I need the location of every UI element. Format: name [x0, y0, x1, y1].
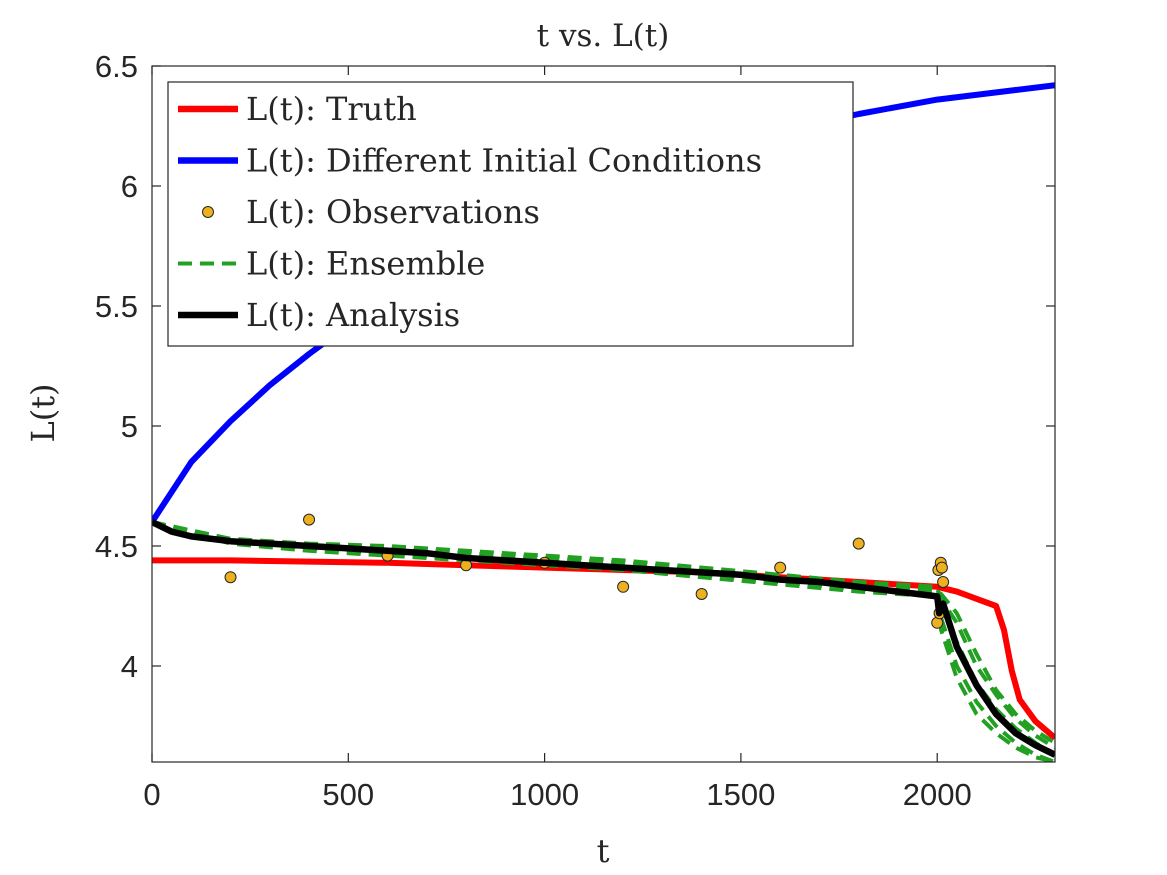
observation-point	[774, 561, 787, 574]
observation-point	[937, 576, 950, 588]
legend-label: L(t): Analysis	[246, 296, 460, 334]
y-tick-label: 5	[121, 409, 138, 444]
observation-point	[224, 571, 237, 584]
y-axis-label: L(t)	[24, 383, 62, 442]
chart-title: t vs. L(t)	[537, 18, 670, 54]
legend-label: L(t): Truth	[246, 90, 417, 128]
tick-labels: 0 500 1000 1500 2000 4 4.5 5 5.5 6 6.5	[95, 49, 972, 812]
observation-point	[695, 588, 708, 600]
legend: L(t): Truth L(t): Different Initial Condi…	[167, 81, 854, 347]
analysis-line	[152, 519, 1055, 758]
x-tick-label: 0	[143, 777, 160, 812]
ensemble-member-line	[152, 520, 1055, 757]
x-tick-label: 1500	[706, 777, 775, 812]
legend-marker	[202, 206, 214, 218]
legend-label: L(t): Different Initial Conditions	[246, 142, 762, 180]
y-tick-label: 4	[121, 649, 138, 684]
y-tick-label: 6.5	[95, 49, 138, 84]
legend-label: L(t): Ensemble	[246, 245, 485, 283]
observation-point	[852, 537, 865, 550]
x-tick-label: 2000	[903, 777, 972, 812]
legend-box	[167, 81, 854, 347]
y-tick-label: 4.5	[95, 529, 138, 564]
observation-point	[617, 580, 630, 593]
legend-label: L(t): Observations	[246, 193, 540, 231]
x-tick-label: 500	[322, 777, 374, 812]
observation-point	[303, 513, 316, 526]
axes-box	[151, 65, 1056, 763]
observation-point	[935, 561, 948, 574]
x-tick-label: 1000	[510, 777, 579, 812]
y-tick-label: 5.5	[95, 289, 138, 324]
ensemble-member-line	[152, 520, 1055, 762]
y-tick-label: 6	[121, 169, 138, 204]
x-axis-label: t	[597, 832, 610, 870]
